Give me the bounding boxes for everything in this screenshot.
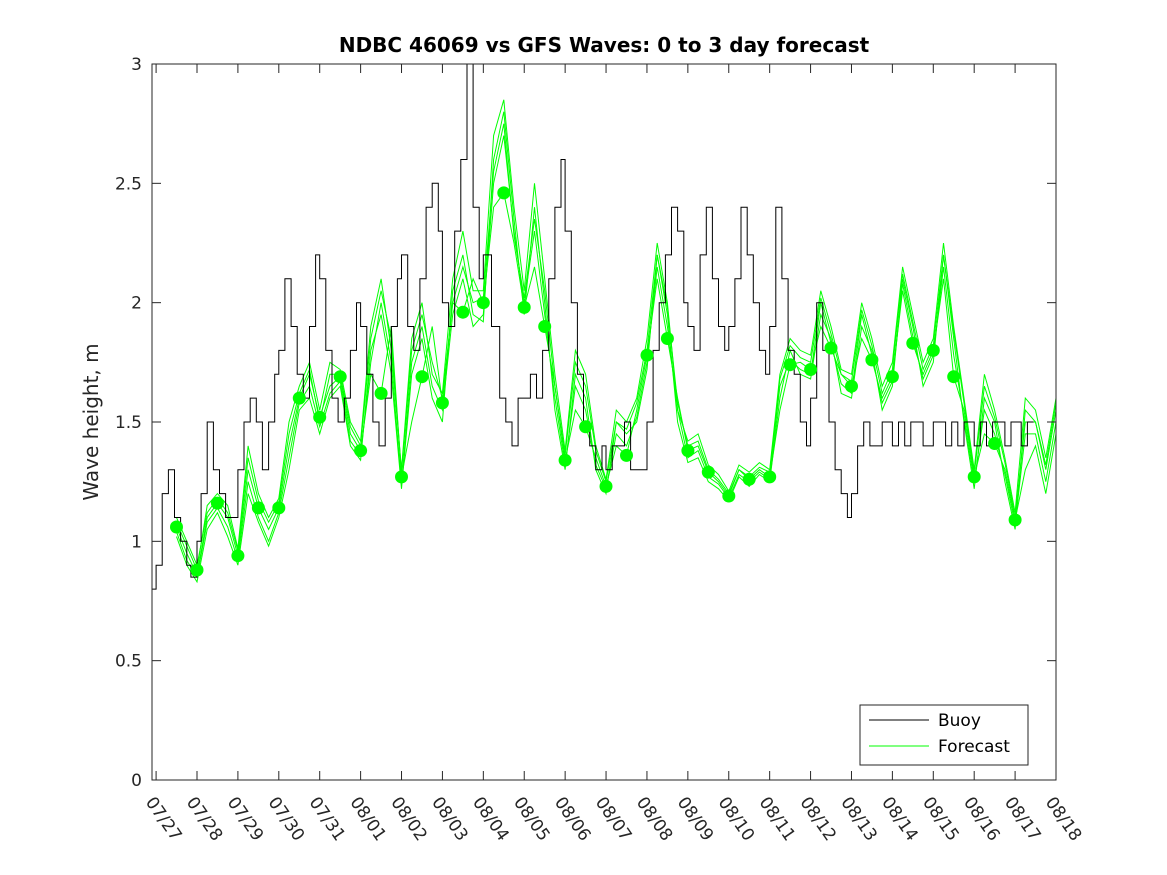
forecast-point bbox=[517, 300, 531, 314]
buoy-series-line bbox=[152, 63, 1034, 590]
forecast-point bbox=[333, 370, 347, 384]
forecast-point bbox=[558, 453, 572, 467]
y-axis: 0 0.5 1 1.5 2 2.5 3 bbox=[115, 55, 1056, 791]
forecast-dots bbox=[170, 186, 1022, 577]
forecast-point bbox=[292, 391, 306, 405]
forecast-point bbox=[497, 186, 511, 200]
y-tick-label: 2.5 bbox=[115, 174, 142, 194]
forecast-point bbox=[599, 479, 613, 493]
chart-title: NDBC 46069 vs GFS Waves: 0 to 3 day fore… bbox=[339, 33, 870, 57]
forecast-point bbox=[415, 370, 429, 384]
forecast-point bbox=[783, 358, 797, 372]
y-tick-label: 1.5 bbox=[115, 413, 142, 433]
y-tick-label: 0.5 bbox=[115, 652, 142, 672]
forecast-point bbox=[722, 489, 736, 503]
forecast-point bbox=[763, 470, 777, 484]
forecast-point bbox=[374, 386, 388, 400]
legend-buoy-label: Buoy bbox=[938, 711, 981, 731]
forecast-point bbox=[620, 448, 633, 462]
forecast-point bbox=[967, 470, 981, 484]
y-tick-label: 3 bbox=[131, 55, 142, 75]
forecast-point bbox=[865, 353, 879, 367]
forecast-point bbox=[988, 437, 1002, 450]
forecast-series-line bbox=[176, 123, 1057, 567]
legend-forecast-label: Forecast bbox=[938, 737, 1010, 757]
forecast-point bbox=[231, 549, 245, 563]
plot-area bbox=[152, 64, 1056, 780]
legend-box bbox=[859, 704, 1029, 766]
buoy-line bbox=[152, 63, 1034, 590]
forecast-point bbox=[845, 379, 858, 393]
forecast-point bbox=[435, 396, 449, 410]
forecast-point bbox=[354, 444, 368, 458]
y-tick-label: 1 bbox=[131, 532, 142, 552]
forecast-point bbox=[538, 320, 552, 333]
forecast-point bbox=[272, 501, 286, 515]
forecast-point bbox=[947, 370, 961, 384]
forecast-point bbox=[640, 348, 654, 362]
forecast-point bbox=[926, 343, 940, 357]
y-axis-label: Wave height, m bbox=[79, 343, 103, 500]
forecast-point bbox=[906, 336, 920, 350]
forecast-point bbox=[660, 332, 674, 345]
forecast-point bbox=[579, 420, 593, 434]
forecast-point bbox=[190, 563, 204, 577]
forecast-point bbox=[476, 296, 490, 310]
forecast-point bbox=[170, 520, 183, 534]
forecast-point bbox=[742, 472, 756, 486]
y-tick-label: 0 bbox=[131, 771, 142, 791]
forecast-point bbox=[456, 305, 470, 319]
forecast-point bbox=[313, 410, 327, 424]
forecast-point bbox=[804, 363, 818, 376]
y-tick-label: 2 bbox=[131, 294, 142, 314]
forecast-point bbox=[1008, 513, 1022, 527]
forecast-point bbox=[701, 465, 715, 479]
forecast-point bbox=[681, 444, 695, 458]
forecast-series-line bbox=[176, 99, 1057, 572]
forecast-point bbox=[824, 341, 838, 355]
forecast-point bbox=[395, 470, 408, 484]
forecast-point bbox=[885, 370, 899, 384]
legend: Buoy Forecast bbox=[859, 704, 1029, 766]
forecast-point bbox=[251, 501, 265, 515]
forecast-point bbox=[210, 496, 224, 510]
